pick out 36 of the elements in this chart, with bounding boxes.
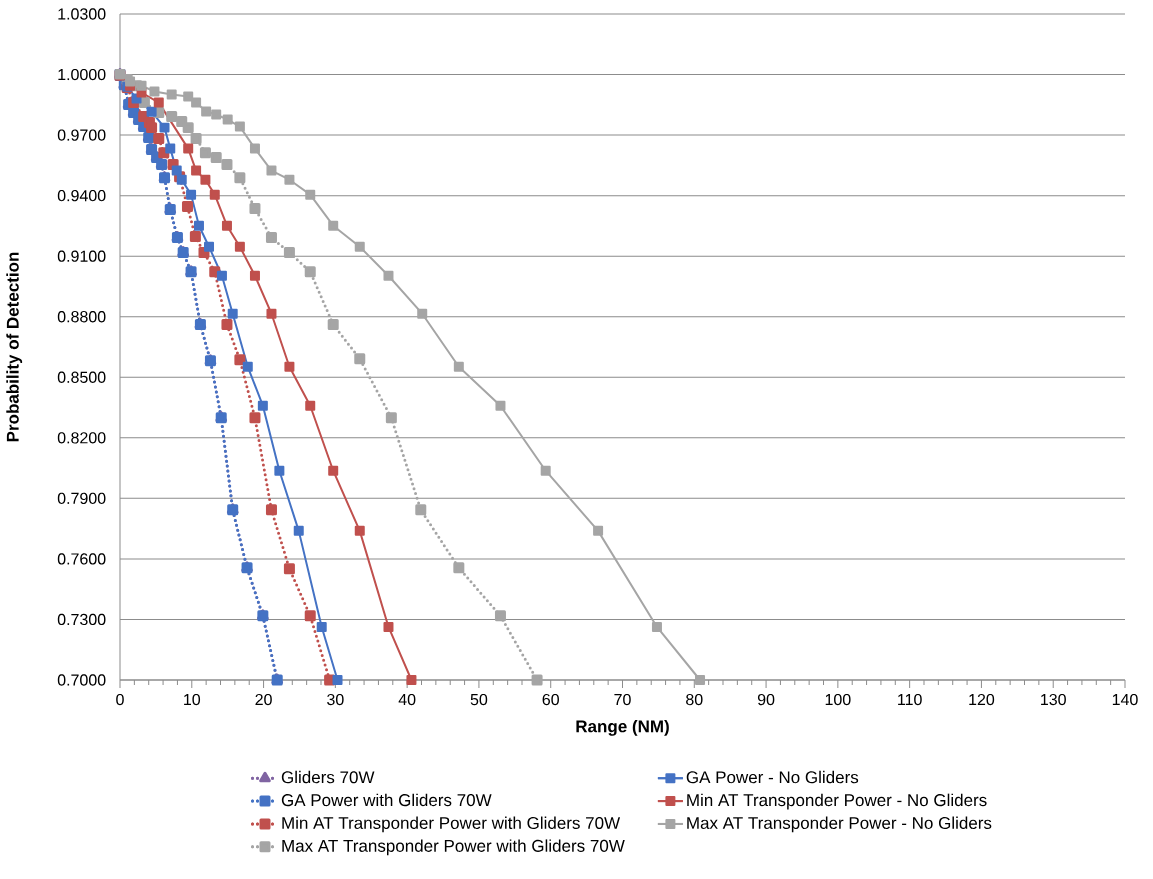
y-tick-label: 0.7000: [57, 674, 106, 686]
y-tick-label: 0.7300: [57, 613, 106, 626]
x-tick-label: 100: [825, 693, 851, 706]
legend-label: GA Power with Gliders 70W: [281, 793, 492, 807]
x-tick-label: 110: [898, 693, 922, 706]
y-tick-label: 0.9400: [57, 189, 106, 202]
x-tick-label: 90: [757, 693, 775, 706]
x-tick-label: 20: [255, 693, 272, 706]
y-axis-title: Probability of Detection: [6, 252, 23, 442]
legend-label: GA Power - No Gliders: [686, 770, 859, 784]
x-tick-label: 30: [327, 693, 344, 706]
y-tick-label: 0.8500: [57, 371, 106, 383]
legend-label: Min AT Transponder Power - No Gliders: [687, 793, 987, 810]
legend-label: Min AT Transponder Power with Gliders 70W: [282, 816, 621, 833]
y-tick-label: 0.9700: [57, 129, 106, 141]
x-tick-label: 50: [470, 693, 488, 706]
x-tick-label: 40: [398, 693, 416, 706]
y-tick-label: 0.9100: [57, 250, 106, 262]
x-tick-label: 130: [1041, 693, 1066, 706]
x-tick-label: 80: [686, 693, 703, 706]
y-tick-label: 0.7900: [57, 492, 106, 505]
x-axis-title: Range (NM): [576, 719, 669, 736]
legend-label: Gliders 70W: [281, 770, 375, 784]
legend-label: Max AT Transponder Power with Gliders 70W: [282, 839, 625, 856]
x-tick-label: 0: [116, 693, 124, 706]
x-tick-label: 70: [614, 693, 631, 706]
y-tick-label: 1.0300: [58, 8, 106, 20]
y-tick-label: 0.8800: [57, 311, 106, 323]
x-tick-label: 60: [542, 693, 559, 706]
x-tick-label: 10: [184, 693, 201, 706]
x-tick-label: 140: [1112, 693, 1138, 706]
y-tick-label: 0.7600: [57, 553, 106, 565]
x-tick-label: 120: [969, 693, 995, 706]
legend-label: Max AT Transponder Power - No Gliders: [687, 816, 992, 833]
y-tick-label: 0.8200: [57, 432, 106, 444]
y-tick-label: 1.0000: [58, 68, 106, 81]
